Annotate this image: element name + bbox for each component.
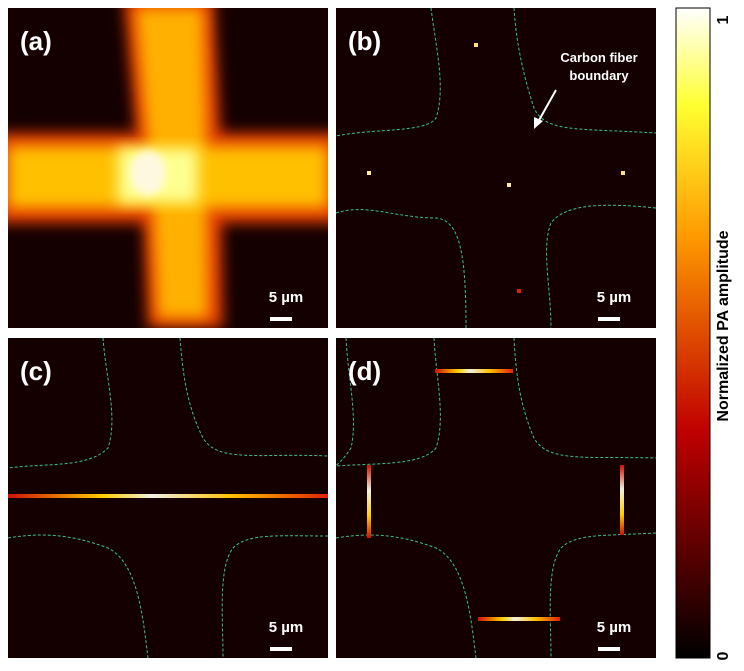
annotation: Carbon fiber [560,50,637,65]
colorbar-label: Normalized PA amplitude [715,230,732,421]
colorbar-max: 1 [715,15,732,24]
scale-bar [598,647,620,651]
colorbar [675,7,711,659]
scale-bar [598,317,620,321]
panel-a: (a) 5 µm [8,8,328,328]
panel-label: (b) [348,26,381,56]
scale-bar-label: 5 µm [597,289,632,306]
panel-label: (c) [20,356,52,386]
panel-b: Carbon fiber boundary (b) 5 µm [335,7,657,329]
panel-label: (d) [348,356,381,386]
panel-c: (c) 5 µm [7,337,329,659]
colorbar-min: 0 [715,651,732,660]
annotation: boundary [569,68,629,83]
scale-bar-label: 5 µm [269,619,304,636]
scale-bar-label: 5 µm [269,289,304,306]
panel-d: (d) 5 µm [335,337,657,659]
panel-label: (a) [20,26,52,56]
scale-bar [270,647,292,651]
scale-bar-label: 5 µm [597,619,632,636]
scale-bar [270,317,292,321]
